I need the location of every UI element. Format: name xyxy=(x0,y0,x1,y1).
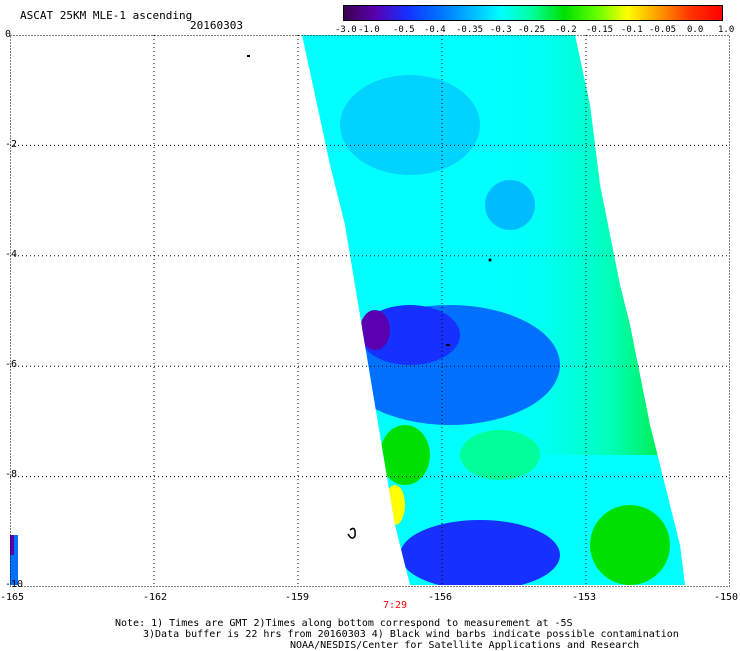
colorbar xyxy=(343,5,723,21)
map-date: 20160303 xyxy=(190,19,243,32)
wind-barb xyxy=(347,527,356,539)
swath-cell xyxy=(380,425,430,485)
swath-cell xyxy=(460,430,540,480)
colorbar-label: -0.2 xyxy=(555,25,577,35)
colorbar-label: 1.0 xyxy=(718,25,735,35)
note-line: Note: 1) Times are GMT 2)Times along bot… xyxy=(115,618,573,629)
colorbar-label: -0.25 xyxy=(518,25,546,35)
map-canvas[interactable] xyxy=(10,35,730,587)
lon-label: -162 xyxy=(143,592,168,603)
swath-cell xyxy=(590,505,670,585)
lon-label: -150 xyxy=(714,592,739,603)
lat-label: 0 xyxy=(5,29,12,40)
lat-label: -8 xyxy=(5,469,18,480)
note-line: 3)Data buffer is 22 hrs from 20160303 4)… xyxy=(143,629,679,640)
lat-label: -4 xyxy=(5,249,18,260)
note-line: NOAA/NESDIS/Center for Satellite Applica… xyxy=(290,640,640,651)
colorbar-label: -1.0 xyxy=(358,25,380,35)
colorbar-labels: -3.0 -1.0 -0.5 -0.4 -0.35 -0.3 -0.25 -0.… xyxy=(335,25,735,36)
lat-label: -6 xyxy=(5,359,18,370)
colorbar-label: -3.0 xyxy=(335,25,357,35)
lat-label: -10 xyxy=(5,579,24,590)
wind-barb xyxy=(446,344,450,346)
swath-cell xyxy=(485,180,535,230)
corner-swath-strip xyxy=(10,535,18,585)
colorbar-label: -0.5 xyxy=(393,25,415,35)
colorbar-label: -0.05 xyxy=(649,25,677,35)
map-plot-area[interactable] xyxy=(10,35,730,587)
colorbar-label: -0.3 xyxy=(490,25,512,35)
swath-cell xyxy=(400,520,560,585)
colorbar-label: 0.0 xyxy=(687,25,704,35)
lat-label: -2 xyxy=(5,139,18,150)
lon-label: -159 xyxy=(285,592,310,603)
colorbar-label: -0.1 xyxy=(621,25,643,35)
colorbar-label: -0.15 xyxy=(586,25,614,35)
map-border xyxy=(10,35,730,587)
colorbar-label: -0.35 xyxy=(456,25,484,35)
swath-overlay xyxy=(302,35,685,585)
swath-cell xyxy=(340,75,480,175)
lon-label: -156 xyxy=(428,592,453,603)
wind-barb xyxy=(488,258,492,262)
lon-label: -165 xyxy=(0,592,25,603)
lon-label: -153 xyxy=(572,592,597,603)
wind-barb xyxy=(247,55,250,57)
swath-yellow-cell xyxy=(385,485,405,525)
time-label: 7:29 xyxy=(383,600,408,611)
grid-lines xyxy=(10,35,730,587)
corner-swath-strip xyxy=(10,535,14,555)
colorbar-label: -0.4 xyxy=(424,25,446,35)
map-title: ASCAT 25KM MLE-1 ascending xyxy=(20,9,193,22)
swath-indigo-cell xyxy=(360,310,390,350)
